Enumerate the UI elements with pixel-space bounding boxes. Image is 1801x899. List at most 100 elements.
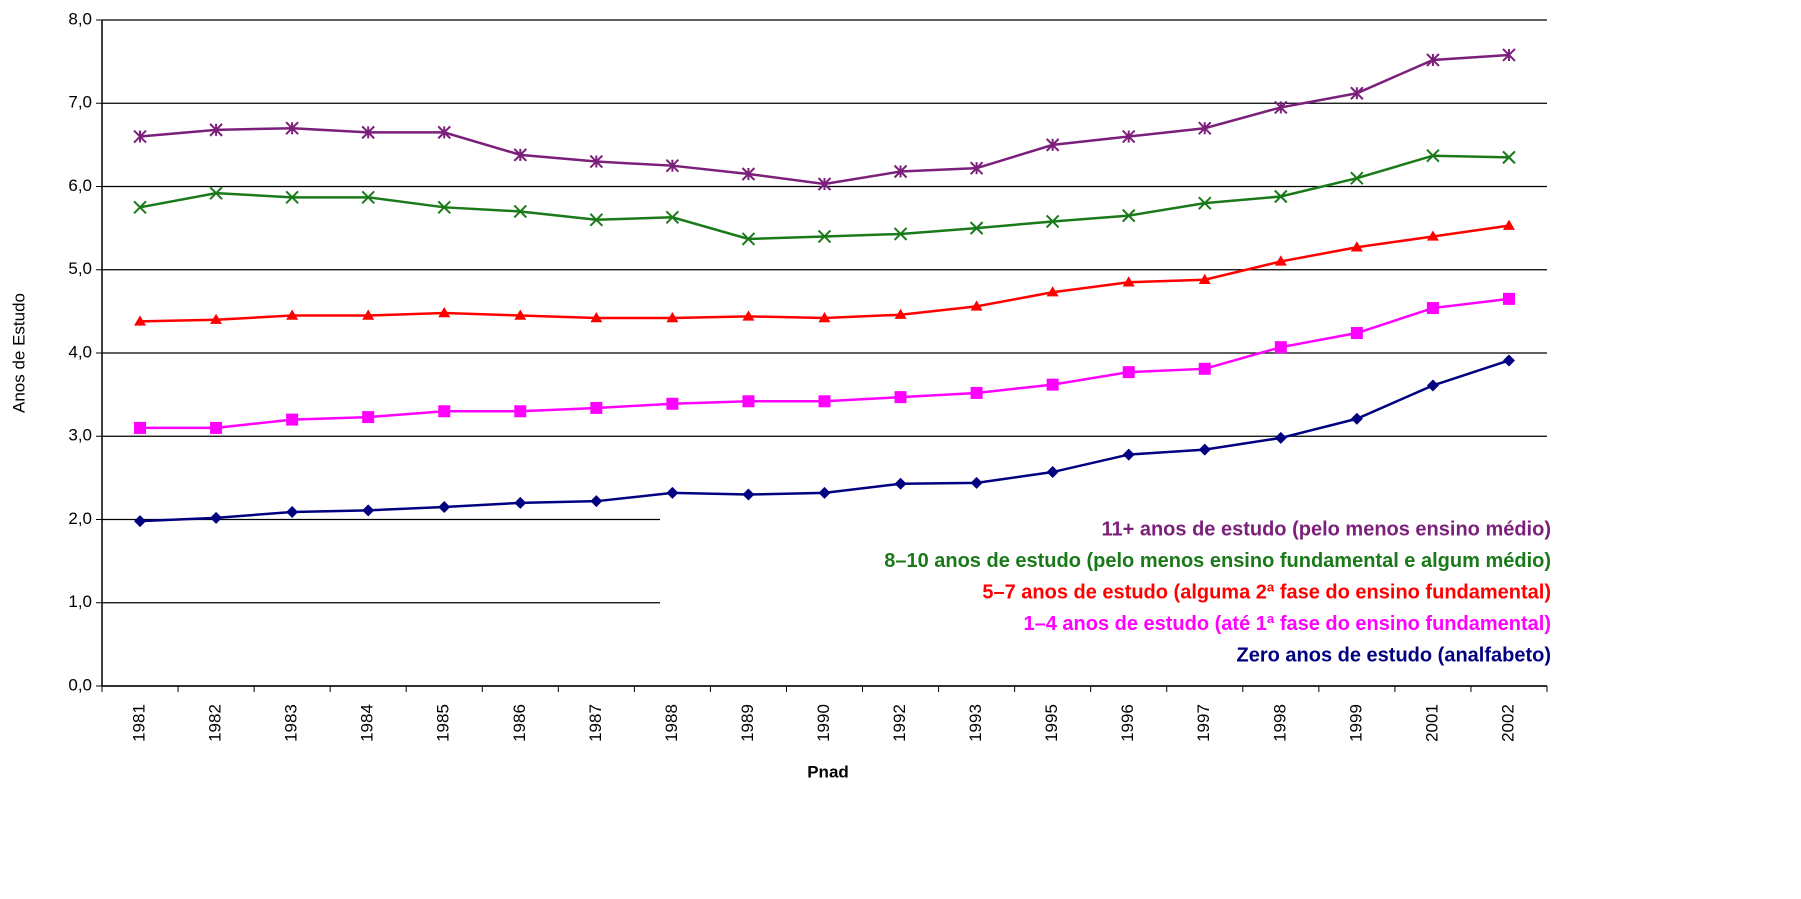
point [1122, 276, 1135, 287]
point [1350, 86, 1364, 100]
legend-label: 8–10 anos de estudo (pelo menos ensino f… [884, 550, 1551, 572]
point [1426, 53, 1440, 67]
point [818, 312, 831, 323]
point [1122, 129, 1136, 144]
x-tick-label: 1982 [206, 704, 225, 742]
y-tick-label: 6,0 [68, 176, 92, 195]
point [969, 221, 984, 235]
point [513, 148, 527, 162]
point [285, 121, 299, 135]
point [361, 190, 375, 205]
legend-label: 5–7 anos de estudo (alguma 2ª fase do en… [982, 581, 1551, 603]
point [589, 154, 604, 169]
point [1274, 341, 1287, 354]
point [286, 506, 299, 519]
x-tick-label: 1995 [1042, 704, 1061, 742]
point [665, 210, 680, 225]
point [1350, 241, 1363, 252]
y-tick-label: 1,0 [68, 592, 92, 611]
point [438, 307, 451, 318]
point [969, 161, 984, 175]
point [817, 177, 832, 191]
point [1502, 292, 1515, 305]
x-tick-label: 1990 [814, 704, 833, 742]
point [1046, 378, 1059, 391]
point [210, 313, 223, 324]
x-tick-label: 1986 [510, 704, 529, 742]
point [589, 213, 604, 227]
point [893, 164, 908, 179]
y-tick-label: 4,0 [68, 342, 92, 361]
point [210, 421, 223, 434]
x-tick-label: 1988 [662, 704, 681, 742]
point [1426, 148, 1440, 163]
point [1198, 362, 1211, 375]
point [894, 477, 907, 490]
x-tick-label: 1985 [434, 704, 453, 742]
y-tick-label: 7,0 [68, 93, 92, 112]
point [362, 309, 375, 320]
series-line [139, 53, 1510, 186]
point [286, 413, 299, 426]
point [1122, 448, 1135, 461]
y-axis-label: Anos de Estudo [9, 293, 28, 413]
point [1274, 255, 1287, 266]
x-tick-label: 1981 [130, 704, 149, 742]
x-tick-label: 1987 [586, 704, 605, 742]
point [437, 125, 451, 140]
x-tick-label: 1989 [738, 704, 757, 742]
legend-label: 11+ anos de estudo (pelo menos ensino mé… [1101, 518, 1551, 540]
point [362, 411, 375, 424]
point [209, 123, 223, 137]
point [1198, 443, 1211, 456]
point [362, 504, 375, 517]
point [1046, 466, 1059, 479]
point [361, 125, 375, 140]
point [741, 167, 756, 181]
point [514, 309, 527, 320]
y-tick-label: 5,0 [68, 259, 92, 278]
point [134, 515, 147, 528]
point [1350, 327, 1363, 340]
point [514, 405, 527, 418]
point [893, 227, 908, 241]
x-tick-label: 1997 [1194, 704, 1213, 742]
x-tick-label: 2001 [1422, 704, 1441, 742]
point [818, 486, 831, 499]
x-tick-label: 1999 [1346, 704, 1365, 742]
point [1274, 431, 1287, 444]
point [1045, 138, 1060, 152]
point [1046, 286, 1059, 297]
point [133, 200, 147, 215]
y-tick-label: 3,0 [68, 426, 92, 445]
point [666, 312, 679, 323]
point [818, 395, 831, 408]
point [666, 397, 679, 410]
point [1502, 150, 1516, 165]
point [817, 229, 832, 244]
point [742, 395, 755, 408]
legend-box [660, 508, 1560, 674]
x-tick-label: 2002 [1498, 704, 1517, 742]
legend-label: Zero anos de estudo (analfabeto) [1237, 644, 1551, 666]
point [1274, 100, 1288, 115]
point [286, 309, 299, 320]
point [666, 486, 679, 499]
point [742, 488, 755, 501]
point [285, 190, 299, 205]
point [590, 401, 603, 414]
y-tick-label: 0,0 [68, 675, 92, 694]
point [894, 308, 907, 319]
point [210, 511, 223, 524]
point [134, 315, 147, 326]
point [1502, 219, 1515, 230]
point [665, 158, 680, 173]
point [1122, 208, 1136, 223]
x-tick-label: 1998 [1270, 704, 1289, 742]
point [1045, 214, 1060, 229]
point [1350, 412, 1363, 425]
y-tick-label: 2,0 [68, 509, 92, 528]
point [742, 310, 755, 321]
legend-label: 1–4 anos de estudo (até 1ª fase do ensin… [1023, 613, 1551, 635]
